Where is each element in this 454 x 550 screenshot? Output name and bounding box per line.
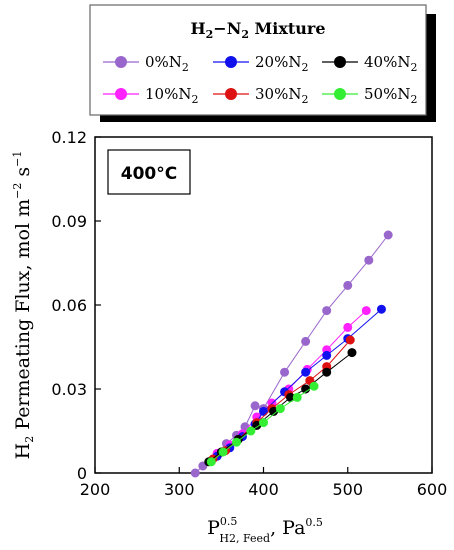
y-tick-label: 0.03 <box>51 380 87 399</box>
y-tick-label: 0.12 <box>51 128 87 147</box>
data-point <box>347 348 357 358</box>
legend-marker <box>225 56 237 68</box>
series-line <box>194 234 389 474</box>
temperature-annotation: 400°C <box>121 164 177 184</box>
data-point <box>292 392 302 402</box>
legend-label: 0%N2 <box>145 53 189 74</box>
legend-marker <box>115 88 127 100</box>
x-tick-label: 600 <box>417 480 448 499</box>
x-tick-label: 400 <box>248 480 279 499</box>
axis-ticks: 200 300 400 500 600 0 0.03 0.06 0.09 0.12 <box>51 128 447 499</box>
legend-item-0%N2: 0%N2 <box>103 53 189 74</box>
data-point <box>383 230 393 240</box>
x-tick-label: 500 <box>332 480 363 499</box>
legend-label: 50%N2 <box>364 85 417 106</box>
data-point <box>322 367 332 377</box>
legend-item-20%N2: 20%N2 <box>213 53 308 74</box>
legend-item-50%N2: 50%N2 <box>322 85 417 106</box>
legend-marker <box>225 88 237 100</box>
data-point <box>280 367 290 377</box>
x-tick-label: 200 <box>80 480 111 499</box>
data-point <box>218 447 228 457</box>
data-point <box>301 367 311 377</box>
data-point <box>376 304 386 314</box>
legend-label: 30%N2 <box>255 85 308 106</box>
data-point <box>258 406 268 416</box>
data-point <box>190 468 200 478</box>
data-point <box>322 350 332 360</box>
data-point <box>343 322 353 332</box>
legend-label: 10%N2 <box>145 85 198 106</box>
data-point <box>309 381 319 391</box>
legend-item-30%N2: 30%N2 <box>213 85 308 106</box>
y-axis-title: H2 Permeating Flux, mol m−2 s−1 <box>11 151 36 460</box>
legend-label: 40%N2 <box>364 53 417 74</box>
data-point <box>275 404 285 414</box>
legend-marker <box>115 56 127 68</box>
y-tick-label: 0.06 <box>51 296 87 315</box>
legend-item-10%N2: 10%N2 <box>103 85 198 106</box>
data-point <box>364 255 374 265</box>
data-point <box>206 457 216 467</box>
data-point <box>246 426 256 436</box>
data-point <box>232 437 242 447</box>
series-50%N2 <box>206 381 319 467</box>
y-tick-label: 0 <box>77 464 87 483</box>
legend-marker <box>334 88 346 100</box>
legend-entries: 0%N2 10%N2 20%N2 30%N2 40%N2 50%N2 <box>103 53 417 106</box>
y-tick-label: 0.09 <box>51 212 87 231</box>
data-point <box>345 335 355 345</box>
data-point <box>322 306 332 316</box>
series-layer <box>190 230 393 478</box>
series-0%N2 <box>190 230 393 478</box>
legend-title: H2−N2 Mixture <box>191 19 326 41</box>
data-point <box>301 336 311 346</box>
legend-box <box>89 4 427 116</box>
x-tick-label: 300 <box>164 480 195 499</box>
data-point <box>258 418 268 428</box>
legend-label: 20%N2 <box>255 53 308 74</box>
data-point <box>343 280 353 290</box>
temperature-annotation-box <box>107 149 191 195</box>
legend-marker <box>334 56 346 68</box>
data-point <box>361 306 371 316</box>
x-axis-title: P0.5 H2, Feed, Pa0.5 <box>207 515 323 545</box>
legend-item-40%N2: 40%N2 <box>322 53 417 74</box>
data-point <box>250 401 260 411</box>
